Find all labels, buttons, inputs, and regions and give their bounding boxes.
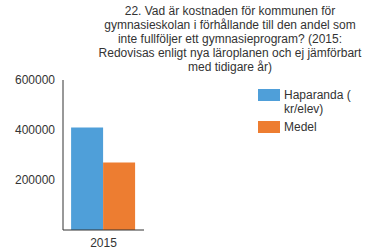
svg-text:200000: 200000	[15, 173, 55, 187]
svg-text:400000: 400000	[15, 123, 55, 137]
html-text:Medel: Medel	[284, 120, 317, 134]
svg-text:2015: 2015	[90, 236, 117, 250]
html-text:22. Vad är kostnaden för kommu: 22. Vad är kostnaden för kommunen för gy…	[98, 4, 362, 74]
svg-text:600000: 600000	[15, 73, 55, 87]
html-text:Haparanda ( kr/elev): Haparanda ( kr/elev)	[284, 88, 351, 116]
